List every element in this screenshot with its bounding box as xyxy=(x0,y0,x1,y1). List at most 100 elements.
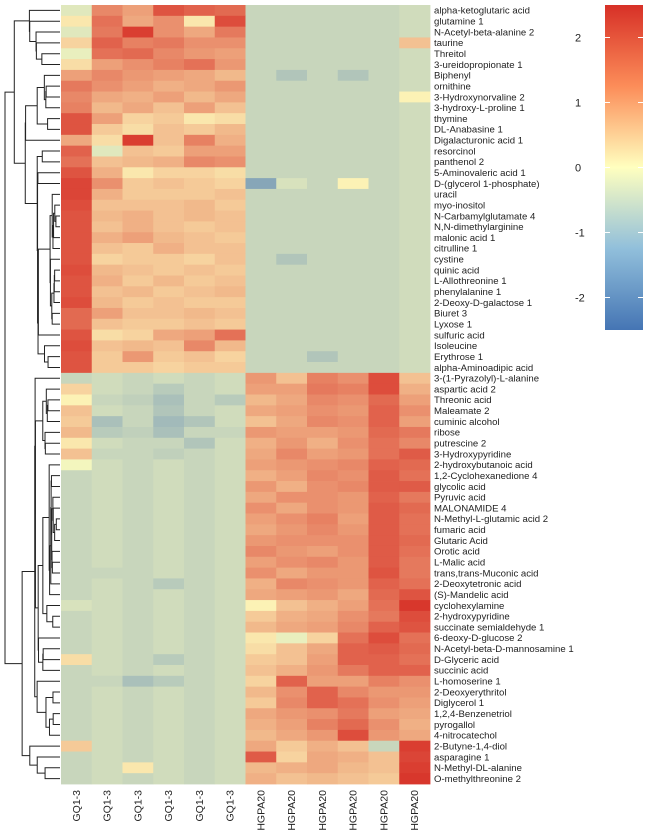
heatmap-cell xyxy=(153,459,185,471)
heatmap-cell xyxy=(307,329,339,341)
heatmap-cell xyxy=(214,405,246,417)
heatmap-cell xyxy=(91,199,123,211)
heatmap-cell xyxy=(184,762,216,774)
heatmap-cell xyxy=(91,124,123,136)
heatmap-cell xyxy=(122,124,154,136)
row-label: succinic acid xyxy=(434,666,488,677)
heatmap-cell xyxy=(184,578,216,590)
heatmap-cell xyxy=(337,221,369,233)
heatmap-cell xyxy=(276,524,308,536)
heatmap-cell xyxy=(122,729,154,742)
heatmap-cell xyxy=(276,48,308,60)
heatmap-cell xyxy=(184,264,216,276)
row-label: alpha-Aminoadipic acid xyxy=(434,363,533,374)
heatmap-cell xyxy=(153,416,185,428)
heatmap-cell xyxy=(399,654,431,666)
heatmap-cell xyxy=(337,621,369,633)
heatmap-cell xyxy=(307,600,339,612)
heatmap-cell xyxy=(122,600,154,612)
dendrogram-branch xyxy=(55,215,60,228)
heatmap-cell xyxy=(307,383,339,395)
heatmap-cell xyxy=(184,556,216,569)
heatmap-cell xyxy=(184,426,216,439)
heatmap-cell xyxy=(368,113,400,125)
heatmap-cell xyxy=(214,448,246,460)
heatmap-cell xyxy=(184,351,216,363)
heatmap-cell xyxy=(122,762,154,774)
heatmap-cell xyxy=(307,243,339,255)
heatmap-cell xyxy=(245,481,277,493)
row-label: (S)-Mandelic acid xyxy=(434,590,509,601)
heatmap-cell xyxy=(91,773,123,785)
heatmap-cell xyxy=(276,459,308,471)
heatmap-cell xyxy=(184,307,216,320)
heatmap-cell xyxy=(399,329,431,341)
heatmap-cell xyxy=(153,643,185,655)
heatmap-cell xyxy=(245,719,277,731)
heatmap-cell xyxy=(399,719,431,731)
heatmap-cell xyxy=(61,600,93,612)
heatmap-cell xyxy=(214,654,246,666)
heatmap-cell xyxy=(307,470,339,482)
heatmap-cell xyxy=(91,621,123,633)
heatmap-cell xyxy=(245,740,277,752)
heatmap-cell xyxy=(153,502,185,514)
heatmap-cell xyxy=(153,340,185,352)
heatmap-cell xyxy=(399,167,431,179)
heatmap-cell xyxy=(307,545,339,558)
heatmap-cell xyxy=(337,372,369,385)
heatmap-cell xyxy=(214,600,246,612)
heatmap-cell xyxy=(61,199,93,211)
heatmap-cell xyxy=(245,697,277,709)
heatmap-cell xyxy=(184,470,216,482)
heatmap-cell xyxy=(368,26,400,38)
heatmap-cell xyxy=(276,156,308,168)
heatmap-cell xyxy=(399,383,431,395)
heatmap-cell xyxy=(153,610,185,623)
heatmap-cell xyxy=(122,362,154,374)
heatmap-cell xyxy=(61,686,93,698)
dendrogram-branch xyxy=(52,507,60,533)
heatmap-cell xyxy=(399,264,431,276)
heatmap-cell xyxy=(184,37,216,49)
row-label: succinate semialdehyde 1 xyxy=(434,622,544,633)
dendrogram-branch xyxy=(52,496,60,521)
heatmap-cell xyxy=(307,578,339,590)
heatmap-cell xyxy=(122,459,154,471)
heatmap-cell xyxy=(368,621,400,633)
heatmap-cell xyxy=(399,664,431,677)
heatmap-cell xyxy=(368,318,400,330)
heatmap-cell xyxy=(91,697,123,709)
heatmap-cell xyxy=(368,59,400,71)
heatmap-cell xyxy=(184,297,216,309)
heatmap-cell xyxy=(184,654,216,666)
heatmap-cell xyxy=(276,470,308,482)
heatmap-cell xyxy=(245,199,277,211)
heatmap-cell xyxy=(337,545,369,558)
heatmap-cell xyxy=(399,643,431,655)
heatmap-cell xyxy=(337,751,369,763)
row-label: aspartic acid 2 xyxy=(434,384,496,395)
dendrogram-branch xyxy=(51,312,60,325)
column-label: GQ1-3 xyxy=(71,790,83,822)
heatmap-cell xyxy=(368,697,400,709)
row-label: ribose xyxy=(434,428,460,439)
heatmap-cell xyxy=(399,513,431,525)
heatmap-cell xyxy=(122,145,154,157)
heatmap-cell xyxy=(91,481,123,493)
heatmap-cell xyxy=(399,91,431,103)
row-label: cyclohexylamine xyxy=(434,601,504,612)
heatmap-cell xyxy=(214,437,246,449)
heatmap-cell xyxy=(337,145,369,157)
heatmap-cell xyxy=(368,675,400,688)
heatmap-cell xyxy=(153,48,185,60)
heatmap-cell xyxy=(368,578,400,590)
dendrogram-branch xyxy=(35,42,60,60)
heatmap-cell xyxy=(91,59,123,71)
heatmap-cell xyxy=(337,491,369,504)
heatmap-cell xyxy=(122,91,154,103)
heatmap-cell xyxy=(184,80,216,92)
heatmap-cell xyxy=(337,340,369,352)
heatmap-cell xyxy=(399,481,431,493)
heatmap-cell xyxy=(399,535,431,547)
